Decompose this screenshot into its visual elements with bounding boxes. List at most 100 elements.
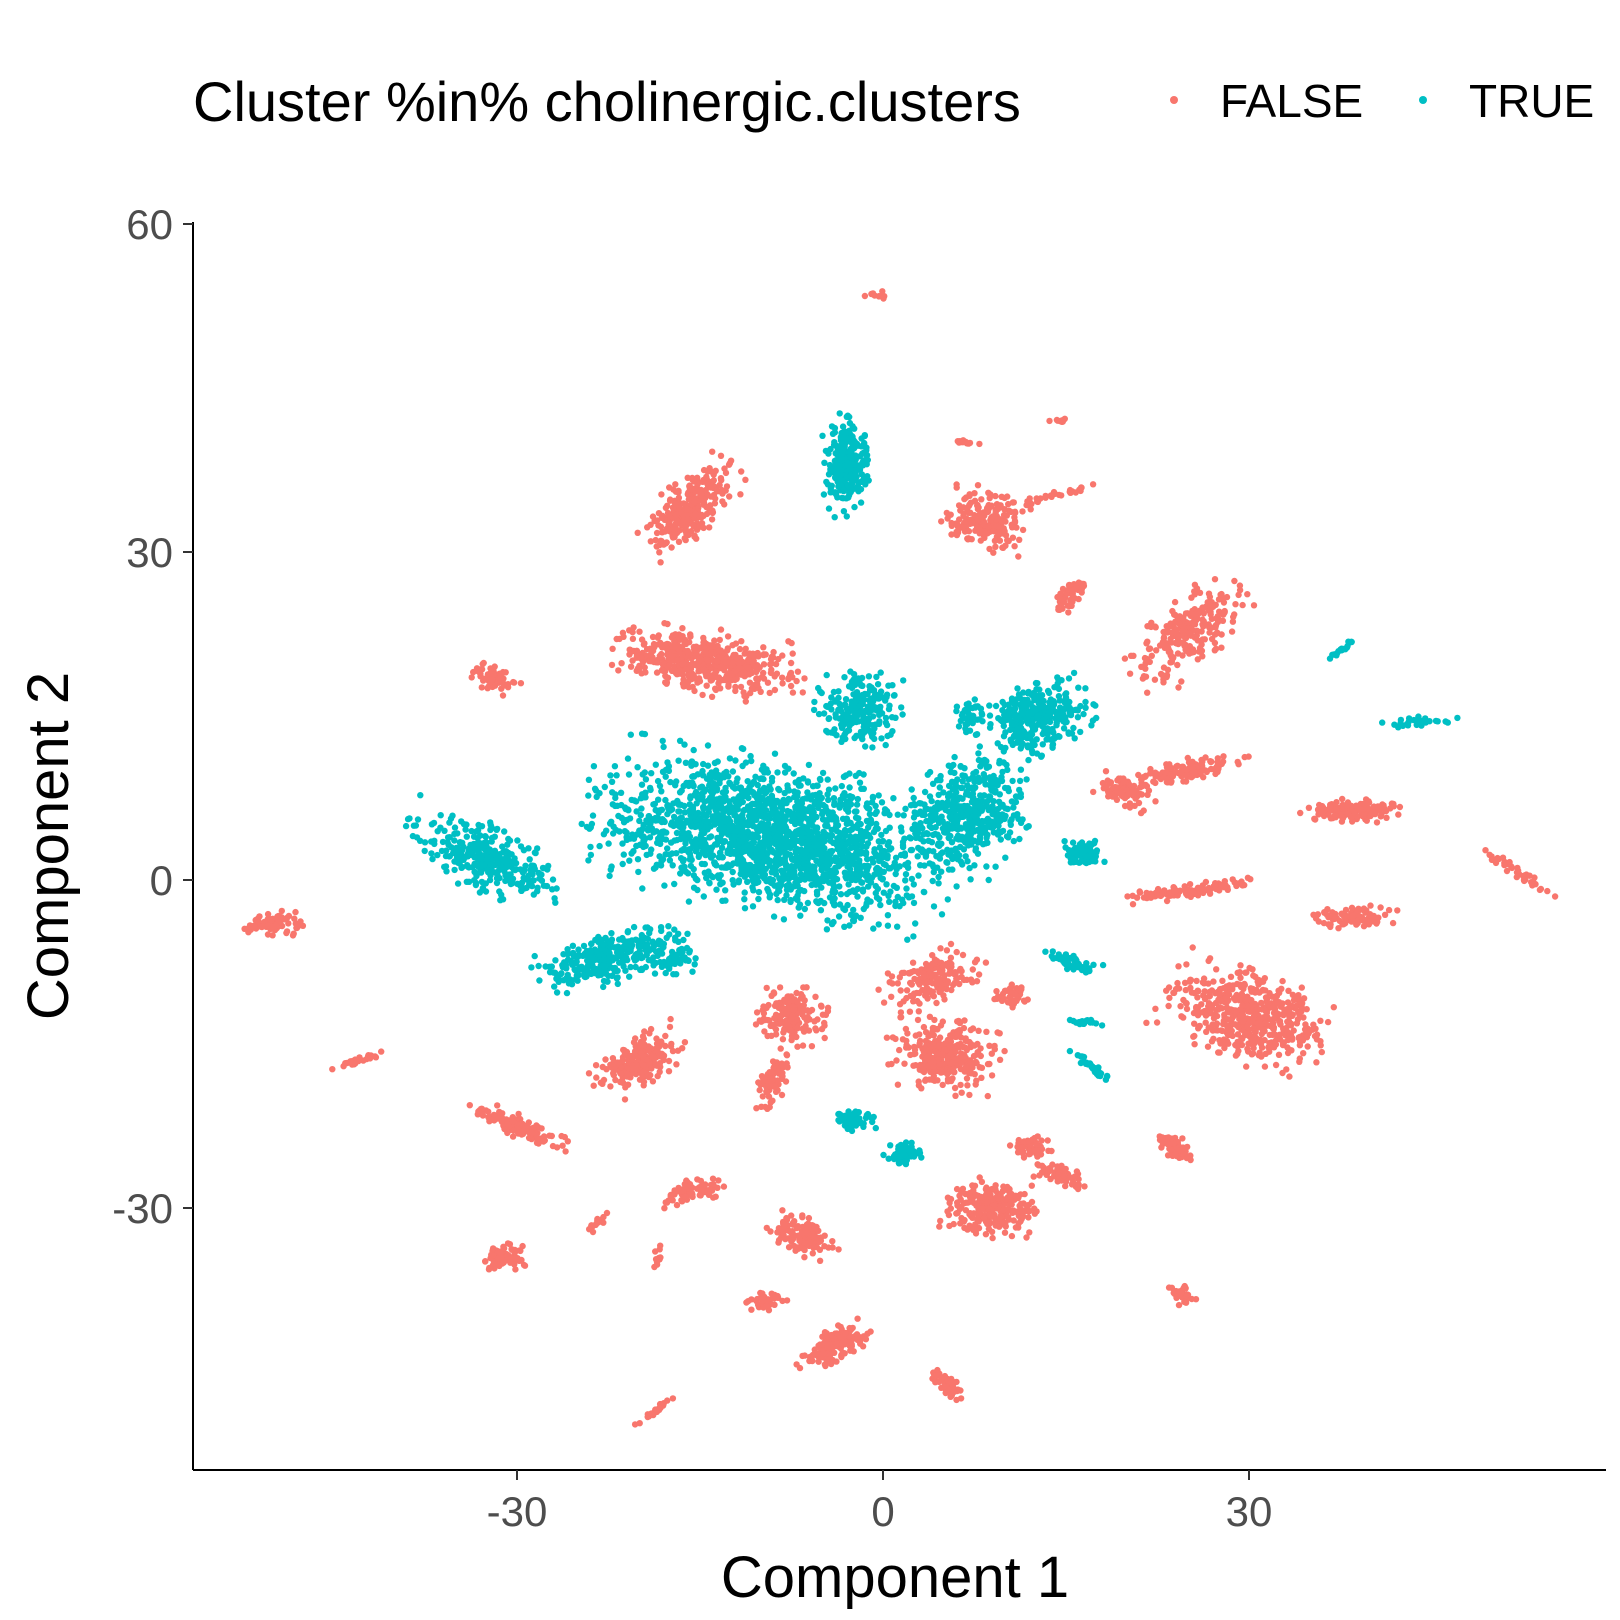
data-point — [1073, 1168, 1081, 1175]
data-point — [1218, 644, 1225, 651]
data-point — [1019, 1144, 1026, 1151]
data-point — [718, 488, 725, 495]
data-point — [1015, 1220, 1022, 1227]
data-point — [1054, 1171, 1062, 1178]
data-point — [1532, 881, 1539, 888]
data-point — [617, 1070, 625, 1078]
data-point — [1250, 602, 1258, 609]
data-point — [1199, 616, 1206, 623]
data-point — [1229, 876, 1236, 883]
data-point — [899, 1036, 907, 1043]
data-point — [760, 1003, 767, 1010]
data-point — [897, 1014, 904, 1021]
data-point — [1317, 1042, 1324, 1049]
data-point — [1216, 1049, 1223, 1056]
data-point — [789, 1231, 796, 1238]
data-point — [1004, 536, 1011, 544]
data-point — [1239, 882, 1246, 889]
data-point — [957, 1196, 964, 1203]
data-point — [958, 1089, 965, 1096]
data-point — [825, 505, 833, 512]
data-point — [1023, 501, 1030, 509]
data-point — [672, 530, 679, 538]
data-point — [784, 1063, 791, 1070]
data-point — [903, 987, 911, 994]
data-point — [1121, 802, 1129, 810]
data-point — [1193, 977, 1200, 985]
data-point — [1171, 598, 1179, 606]
data-point — [824, 1341, 831, 1348]
data-point — [1012, 1192, 1020, 1200]
data-point — [497, 1250, 504, 1257]
data-point — [558, 1132, 565, 1140]
data-point — [709, 1175, 717, 1182]
data-point — [934, 1366, 941, 1374]
data-point — [753, 675, 760, 682]
data-point — [733, 654, 740, 662]
data-point — [779, 680, 786, 687]
data-point — [1300, 995, 1308, 1002]
data-point — [991, 995, 998, 1003]
data-point — [901, 1060, 908, 1067]
data-point — [965, 528, 973, 535]
data-point — [700, 524, 707, 532]
data-point — [767, 661, 774, 668]
data-point — [620, 633, 627, 640]
data-point — [1241, 753, 1248, 761]
data-point — [1360, 923, 1368, 930]
data-point — [624, 1070, 631, 1078]
data-point — [690, 522, 697, 530]
data-point — [706, 524, 713, 531]
data-point — [974, 482, 982, 489]
data-point — [811, 1350, 818, 1357]
data-point — [720, 1183, 728, 1190]
data-point — [1146, 645, 1154, 652]
data-point — [738, 638, 745, 645]
data-point — [1228, 628, 1236, 635]
data-point — [283, 928, 291, 935]
data-point — [1345, 810, 1352, 817]
legend: Cluster %in% cholinergic.clusters FALSE … — [193, 70, 1594, 133]
data-point — [953, 1396, 960, 1404]
data-point — [488, 1116, 495, 1123]
data-point — [672, 481, 679, 488]
data-point — [1385, 906, 1393, 914]
data-point — [812, 993, 819, 1000]
data-point — [943, 947, 951, 954]
data-point — [915, 1008, 922, 1015]
data-point — [1001, 506, 1008, 513]
data-point — [779, 1207, 786, 1214]
data-point — [978, 496, 985, 503]
data-point — [511, 1261, 518, 1268]
data-point — [921, 1057, 929, 1064]
data-point — [674, 1047, 682, 1054]
data-point — [1118, 790, 1125, 797]
data-point — [640, 1062, 647, 1069]
data-point — [742, 645, 749, 652]
data-point — [1011, 543, 1018, 550]
data-point — [775, 1236, 783, 1244]
data-point — [633, 647, 641, 654]
data-point — [1300, 1050, 1307, 1057]
data-point — [827, 467, 834, 475]
data-point — [988, 1050, 995, 1057]
data-point — [1191, 620, 1198, 627]
data-point — [760, 1010, 768, 1017]
data-point — [647, 657, 655, 665]
data-point — [957, 1387, 964, 1394]
data-point — [1316, 801, 1323, 809]
data-point — [951, 1084, 959, 1092]
data-point — [1342, 918, 1349, 925]
data-point — [983, 1187, 990, 1195]
data-point — [1523, 871, 1530, 878]
data-point — [1174, 650, 1182, 657]
data-point — [1145, 787, 1153, 794]
data-point — [717, 452, 725, 459]
data-point — [1175, 963, 1182, 970]
data-point — [960, 1043, 967, 1051]
data-point — [974, 516, 981, 523]
data-point — [1363, 907, 1370, 914]
data-point — [1153, 1019, 1161, 1026]
data-point — [969, 966, 976, 973]
data-point — [900, 998, 907, 1005]
